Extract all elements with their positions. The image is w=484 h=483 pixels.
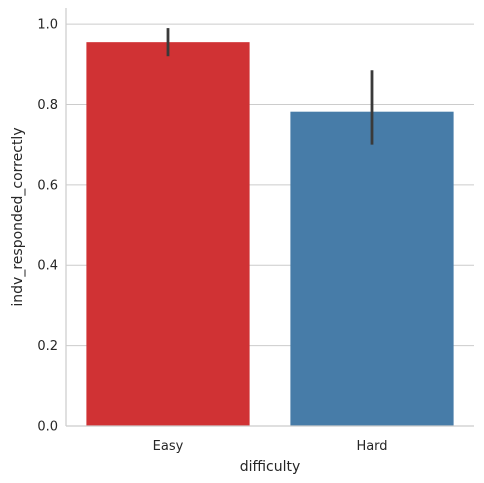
x-tick-label: Hard	[356, 439, 387, 454]
y-tick-label: 0.8	[37, 98, 58, 113]
axes	[65, 8, 474, 427]
x-tick-labels: Easy Hard	[153, 439, 388, 454]
y-tick-label: 0.6	[37, 178, 58, 193]
y-tick-labels: 0.0 0.2 0.4 0.6 0.8 1.0	[37, 18, 58, 435]
bar-hard	[290, 111, 454, 426]
y-tick-label: 1.0	[37, 18, 58, 33]
y-tick-label: 0.0	[37, 420, 58, 435]
bars	[86, 42, 454, 427]
y-tick-label: 0.2	[37, 339, 58, 354]
bar-easy	[86, 42, 250, 427]
x-tick-label: Easy	[153, 439, 184, 454]
error-bars	[166, 28, 374, 145]
y-tick-label: 0.4	[37, 259, 58, 274]
y-axis-label: indv_responded_correctly	[10, 127, 26, 306]
x-axis-label: difficulty	[240, 459, 301, 475]
